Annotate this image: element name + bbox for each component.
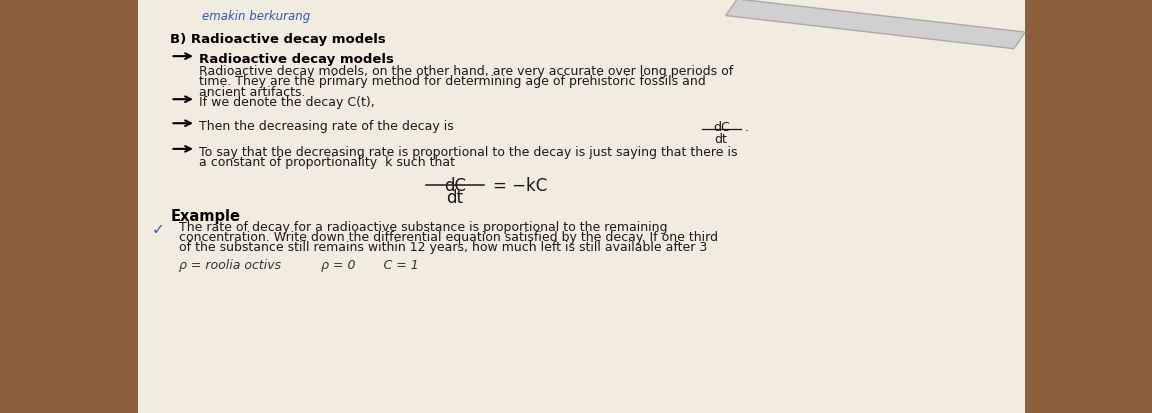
Text: ✓: ✓ [152,222,165,237]
Polygon shape [726,0,1025,50]
Text: B) Radioactive decay models: B) Radioactive decay models [170,33,386,46]
Text: ρ = roolia octivs          ρ = 0       C = 1: ρ = roolia octivs ρ = 0 C = 1 [179,258,418,271]
Text: To say that the decreasing rate is proportional to the decay is just saying that: To say that the decreasing rate is propo… [199,145,737,158]
Text: Radioactive decay models: Radioactive decay models [199,53,394,66]
Text: dt: dt [447,189,463,206]
Text: .: . [744,121,748,134]
Text: = −kC: = −kC [493,177,547,195]
Text: Then the decreasing rate of the decay is: Then the decreasing rate of the decay is [199,120,454,133]
Text: emakin berkurang: emakin berkurang [202,10,310,23]
Bar [138,0,1025,413]
Text: of the substance still remains within 12 years, how much left is still available: of the substance still remains within 12… [179,241,707,254]
Text: The rate of decay for a radioactive substance is proportional to the remaining: The rate of decay for a radioactive subs… [179,220,667,233]
Text: dC: dC [713,121,729,134]
Text: Example: Example [170,209,241,223]
Text: If we denote the decay C(t),: If we denote the decay C(t), [199,96,376,109]
Text: Radioactive decay models, on the other hand, are very accurate over long periods: Radioactive decay models, on the other h… [199,65,734,78]
Text: concentration. Write down the differential equation satisfied by the decay. If o: concentration. Write down the differenti… [179,230,718,243]
Text: dt: dt [714,133,728,146]
Text: ancient artifacts.: ancient artifacts. [199,85,305,98]
Text: time. They are the primary method for determining age of prehistoric fossils and: time. They are the primary method for de… [199,75,706,88]
Text: a constant of proportionality  k such that: a constant of proportionality k such tha… [199,156,455,169]
Text: dC: dC [444,177,467,195]
